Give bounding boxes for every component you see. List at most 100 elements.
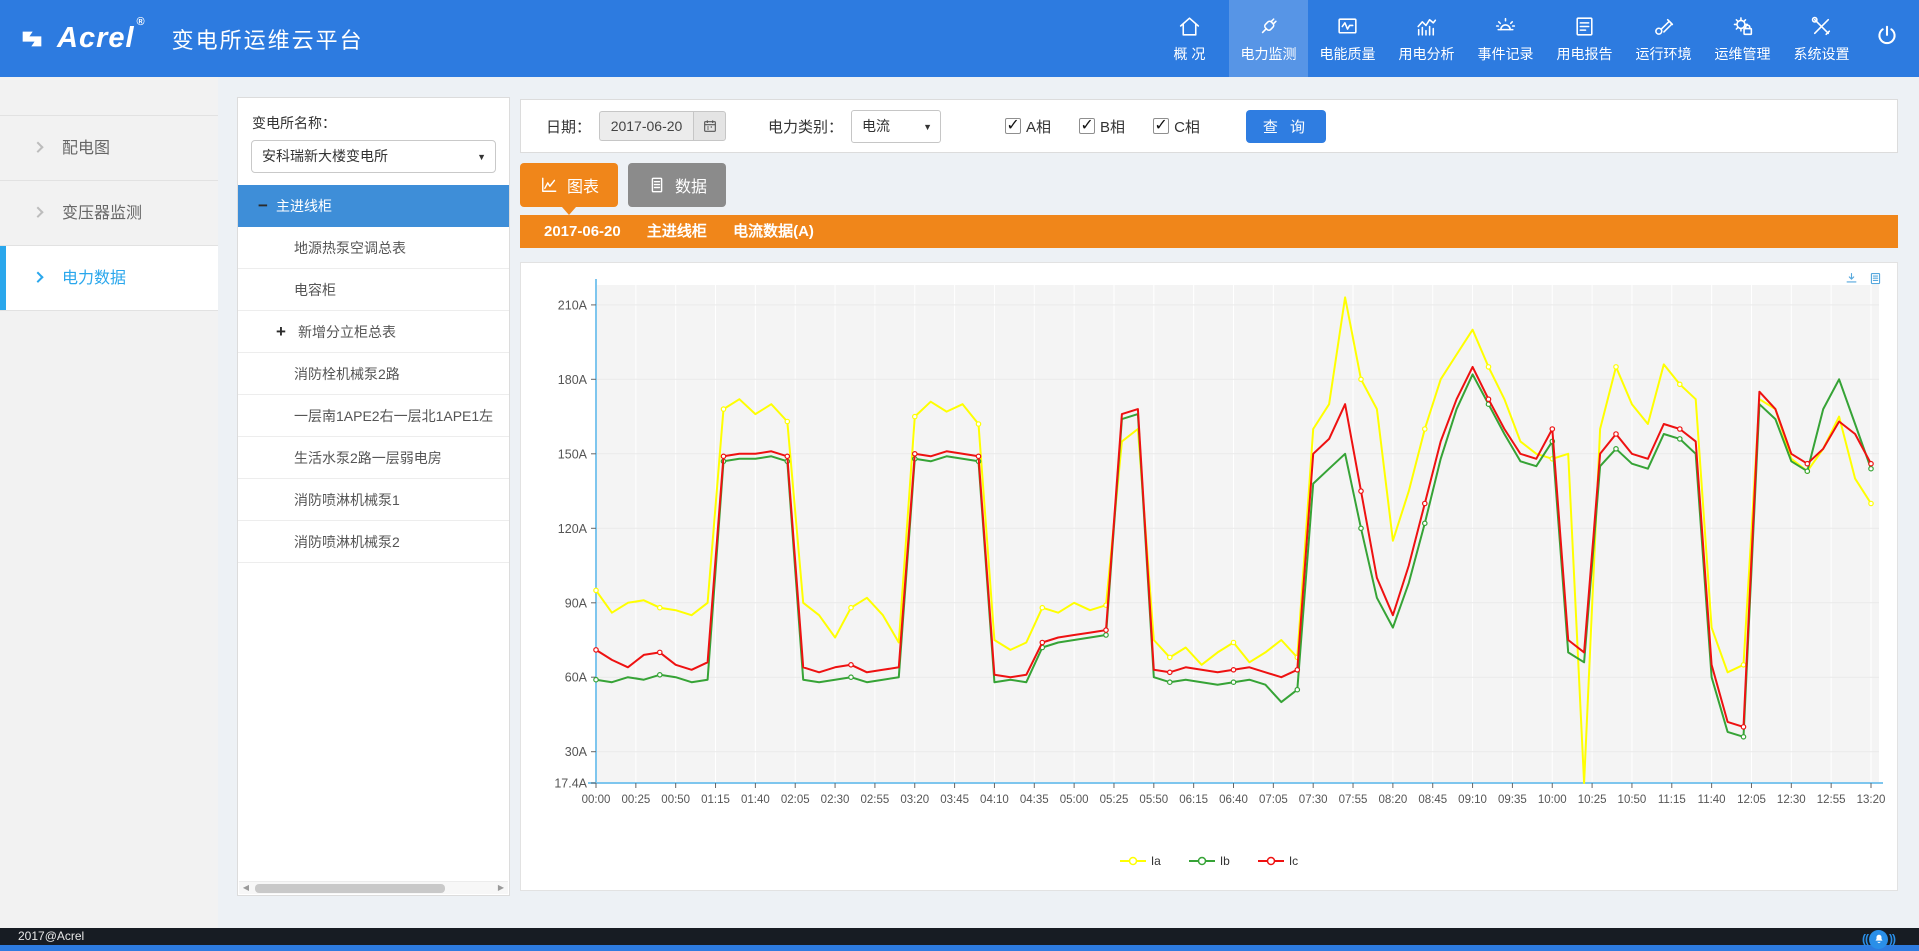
power-button[interactable]: [1861, 0, 1913, 77]
date-input[interactable]: [599, 111, 693, 141]
tree-node-label: 主进线柜: [276, 198, 332, 214]
nav-item-4[interactable]: 事件记录: [1466, 0, 1545, 77]
collapse-icon[interactable]: −: [258, 185, 268, 227]
checkbox-icon[interactable]: ✓: [1079, 118, 1095, 134]
legend-item-Ic[interactable]: Ic: [1258, 854, 1298, 868]
svg-text:07:30: 07:30: [1299, 794, 1328, 806]
svg-text:07:05: 07:05: [1259, 794, 1288, 806]
acrel-logo-icon: [18, 23, 50, 55]
svg-text:12:05: 12:05: [1737, 794, 1766, 806]
svg-text:02:05: 02:05: [781, 794, 810, 806]
plug-icon: [1256, 14, 1281, 39]
tools-icon: [1809, 14, 1834, 39]
svg-text:210A: 210A: [558, 298, 588, 312]
svg-text:180A: 180A: [558, 373, 588, 387]
tab-0[interactable]: 图表: [520, 163, 618, 207]
sidebar-item-label: 变压器监测: [62, 205, 142, 222]
sidebar-item-2[interactable]: 电力数据: [0, 246, 218, 311]
svg-text:00:25: 00:25: [621, 794, 650, 806]
calendar-icon: [702, 118, 718, 134]
nav-item-5[interactable]: 用电报告: [1545, 0, 1624, 77]
expand-icon[interactable]: +: [276, 311, 286, 353]
svg-text:10:25: 10:25: [1578, 794, 1607, 806]
station-name-label: 变电所名称：: [252, 113, 509, 133]
scroll-right-arrow[interactable]: ▶: [494, 882, 508, 894]
tree-node-label: 生活水泵2路一层弱电房: [294, 450, 442, 466]
nav-item-label: 事件记录: [1478, 44, 1534, 64]
tree-node-7[interactable]: 消防喷淋机械泵1: [238, 479, 509, 521]
phase-label: C相: [1174, 116, 1200, 137]
tab-1[interactable]: 数据: [628, 163, 726, 207]
date-label: 日期：: [546, 116, 591, 137]
nav-item-1[interactable]: 电力监测: [1229, 0, 1308, 77]
checkbox-icon[interactable]: ✓: [1153, 118, 1169, 134]
tree-node-6[interactable]: 生活水泵2路一层弱电房: [238, 437, 509, 479]
legend-item-Ib[interactable]: Ib: [1189, 854, 1230, 868]
nav-item-8[interactable]: 系统设置: [1782, 0, 1861, 77]
app-header: Acrel® 变电所运维云平台 概 况电力监测电能质量用电分析事件记录用电报告运…: [0, 0, 1919, 77]
nav-item-2[interactable]: 电能质量: [1308, 0, 1387, 77]
chart-title-banner: 2017-06-20 主进线柜 电流数据(A): [520, 215, 1898, 248]
caret-down-icon: ▼: [477, 142, 486, 173]
tab-label: 数据: [675, 173, 707, 197]
tree-node-8[interactable]: 消防喷淋机械泵2: [238, 521, 509, 563]
banner-date: 2017-06-20: [544, 223, 621, 240]
page-title: 变电所运维云平台: [172, 23, 364, 55]
tree-node-5[interactable]: 一层南1APE2右一层北1APE1左: [238, 395, 509, 437]
nav-item-3[interactable]: 用电分析: [1387, 0, 1466, 77]
svg-text:05:50: 05:50: [1139, 794, 1168, 806]
phase-checkbox-B相[interactable]: ✓B相: [1079, 116, 1125, 137]
scrollbar-thumb[interactable]: [255, 884, 445, 893]
svg-text:04:10: 04:10: [980, 794, 1009, 806]
tree-horizontal-scrollbar[interactable]: ◀ ▶: [239, 881, 508, 894]
phase-checkbox-C相[interactable]: ✓ C相: [1153, 116, 1200, 137]
phase-checkbox-A相[interactable]: ✓A相: [1005, 116, 1051, 137]
query-toolbar: 日期： 电力类别： 电流 ▼ ✓A相✓B相✓C相 查 询: [520, 99, 1898, 153]
svg-text:90A: 90A: [565, 596, 588, 610]
footer-accent-bar: [0, 945, 1919, 951]
legend-item-Ia[interactable]: Ia: [1120, 854, 1161, 868]
current-line-chart: 17.4A30A60A90A120A150A180A210A00:0000:25…: [521, 275, 1897, 820]
tree-node-2[interactable]: 电容柜: [238, 269, 509, 311]
svg-text:06:40: 06:40: [1219, 794, 1248, 806]
sidebar-item-label: 配电图: [62, 140, 110, 157]
svg-text:05:00: 05:00: [1060, 794, 1089, 806]
nav-item-6[interactable]: 运行环境: [1624, 0, 1703, 77]
nav-item-label: 电力监测: [1241, 44, 1297, 64]
nav-item-label: 用电报告: [1557, 44, 1613, 64]
footer: 2017@Acrel: [0, 928, 1919, 945]
station-select-value: 安科瑞新大楼变电所: [262, 148, 388, 164]
sidebar-item-1[interactable]: 变压器监测: [0, 181, 218, 246]
nav-item-0[interactable]: 概 况: [1150, 0, 1229, 77]
trend-bars-icon: [1414, 14, 1439, 39]
main-nav: 概 况电力监测电能质量用电分析事件记录 用电报告 运行环境 运维管理系统设置: [1150, 0, 1861, 77]
svg-text:11:15: 11:15: [1658, 794, 1686, 806]
sidebar-item-0[interactable]: 配电图: [0, 116, 218, 181]
nav-item-7[interactable]: 运维管理: [1703, 0, 1782, 77]
banner-device: 主进线柜: [647, 223, 707, 240]
nav-item-label: 运行环境: [1636, 44, 1692, 64]
svg-text:02:55: 02:55: [861, 794, 890, 806]
home-icon: [1177, 14, 1202, 39]
tree-node-4[interactable]: 消防栓机械泵2路: [238, 353, 509, 395]
svg-text:07:55: 07:55: [1339, 794, 1368, 806]
notification-bell-button[interactable]: (( )): [1862, 928, 1895, 950]
phase-checkboxes: ✓A相✓B相✓C相: [1005, 116, 1200, 137]
nav-item-label: 运维管理: [1715, 44, 1771, 64]
power-type-select[interactable]: 电流 ▼: [851, 110, 941, 143]
calendar-button[interactable]: [693, 111, 726, 141]
checkbox-icon[interactable]: ✓: [1005, 118, 1021, 134]
tree-node-3[interactable]: +新增分立柜总表: [238, 311, 509, 353]
tree-node-1[interactable]: 地源热泵空调总表: [238, 227, 509, 269]
query-button[interactable]: 查 询: [1246, 110, 1326, 143]
legend-marker-icon: [1120, 856, 1146, 866]
telescope-icon: [1651, 14, 1676, 39]
tree-node-0[interactable]: −主进线柜: [238, 185, 509, 227]
power-type-label: 电力类别：: [768, 116, 843, 137]
tree-node-label: 一层南1APE2右一层北1APE1左: [294, 408, 493, 424]
svg-text:10:00: 10:00: [1538, 794, 1567, 806]
svg-text:09:10: 09:10: [1458, 794, 1487, 806]
svg-text:00:50: 00:50: [661, 794, 690, 806]
station-select[interactable]: 安科瑞新大楼变电所 ▼: [251, 140, 496, 173]
scroll-left-arrow[interactable]: ◀: [239, 882, 253, 894]
